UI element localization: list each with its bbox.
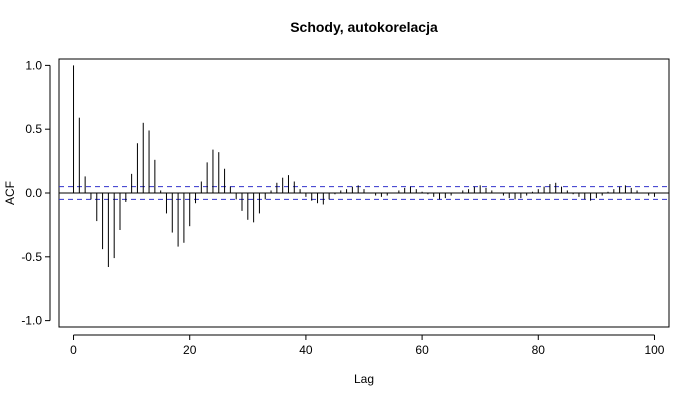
y-tick-label: -1.0 bbox=[21, 314, 42, 328]
x-tick-label: 60 bbox=[415, 343, 429, 357]
x-axis-title: Lag bbox=[354, 372, 374, 386]
y-axis: -1.0 -0.5 0.0 0.5 1.0 bbox=[21, 58, 51, 328]
x-axis: 0 20 40 60 80 100 bbox=[70, 334, 665, 357]
y-tick-label: 1.0 bbox=[25, 58, 42, 72]
y-tick-label: -0.5 bbox=[21, 250, 42, 264]
x-tick-label: 100 bbox=[644, 343, 664, 357]
chart-title: Schody, autokorelacja bbox=[290, 19, 438, 35]
x-tick-label: 20 bbox=[183, 343, 197, 357]
x-tick-label: 0 bbox=[70, 343, 77, 357]
y-tick-label: 0.5 bbox=[25, 122, 42, 136]
acf-bars bbox=[59, 65, 669, 268]
x-tick-label: 40 bbox=[299, 343, 313, 357]
y-axis-title: ACF bbox=[3, 181, 17, 205]
y-tick-label: 0.0 bbox=[25, 186, 42, 200]
x-tick-label: 80 bbox=[532, 343, 546, 357]
